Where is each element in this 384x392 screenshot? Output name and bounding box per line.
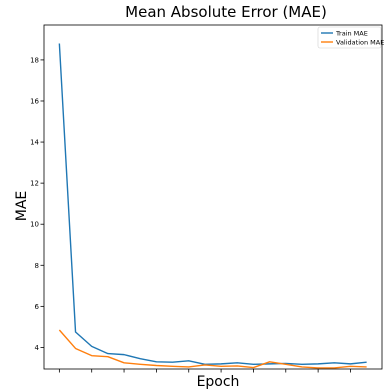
legend-box bbox=[317, 26, 382, 49]
legend-label: Validation MAE bbox=[336, 38, 384, 46]
y-tick-label: 4 bbox=[35, 344, 40, 352]
series-line-validation-mae bbox=[58, 329, 367, 369]
plot-frame bbox=[43, 24, 383, 370]
chart-title: Mean Absolute Error (MAE) bbox=[125, 3, 327, 21]
legend-label: Train MAE bbox=[335, 29, 368, 37]
y-axis-ticks: 4 6 8 10 12 14 16 18 bbox=[30, 56, 44, 352]
x-axis-title: Epoch bbox=[197, 374, 240, 390]
y-tick-label: 18 bbox=[30, 56, 39, 64]
y-tick-label: 16 bbox=[30, 97, 39, 105]
x-axis-ticks bbox=[58, 369, 351, 373]
y-tick-label: 10 bbox=[30, 221, 39, 229]
y-tick-label: 14 bbox=[30, 139, 39, 147]
series-lines bbox=[58, 43, 367, 369]
y-tick-label: 8 bbox=[35, 262, 39, 270]
y-tick-label: 6 bbox=[35, 303, 40, 311]
series-line-train-mae bbox=[58, 43, 367, 365]
plot-area bbox=[44, 25, 382, 369]
y-tick-label: 12 bbox=[30, 180, 39, 188]
y-axis-title: MAE bbox=[14, 191, 30, 222]
